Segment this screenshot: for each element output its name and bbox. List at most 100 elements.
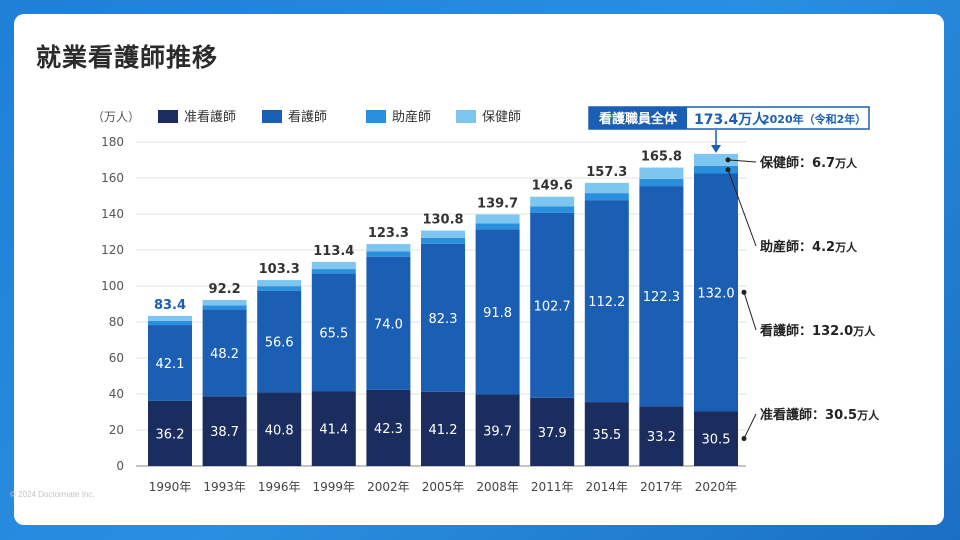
- bar-kango-9: [639, 186, 684, 407]
- bar-label-kango: 122.3: [643, 290, 680, 305]
- bar-label-kango: 91.8: [483, 306, 512, 321]
- total-label: 165.8: [641, 150, 682, 165]
- legend-label-hoken: 保健師: [482, 110, 521, 125]
- bar-label-jun: 33.2: [647, 430, 676, 445]
- x-tick-label: 1990年: [149, 480, 192, 494]
- bars: 36.2 42.1 83.4 1990年 38.7 48.2 92.2 1993年 40.8 56…: [148, 150, 738, 494]
- annotation-value: 132.0: [812, 324, 853, 339]
- bar-kango-3: [311, 273, 356, 392]
- bar-hoken-7: [530, 196, 575, 207]
- bar-label-jun: 30.5: [702, 433, 731, 448]
- x-tick-label: 2005年: [422, 480, 465, 494]
- callout-label-bg: [589, 107, 687, 129]
- annotation-sep: ：: [812, 408, 825, 423]
- bar-josan-3: [311, 269, 356, 274]
- total-label: 149.6: [532, 179, 573, 194]
- legend-swatch-hoken: [456, 110, 476, 123]
- legend: 准看護師 看護師 助産師 保健師: [158, 109, 521, 125]
- legend-label-jun: 准看護師: [184, 109, 236, 125]
- annotation-label-jun: 准看護師：30.5万人: [760, 407, 880, 423]
- annotation-leader-kango: [743, 292, 757, 331]
- bar-label-jun: 41.4: [319, 423, 348, 438]
- bar-label-jun: 36.2: [156, 427, 185, 442]
- bar-hoken-3: [311, 261, 356, 270]
- copyright: © 2024 Doctormate Inc.: [10, 490, 95, 499]
- y-tick-label: 0: [116, 459, 124, 473]
- bar-josan-6: [475, 223, 520, 230]
- y-tick-label: 80: [109, 315, 124, 329]
- bar-jun-3: [311, 391, 356, 466]
- total-label: 157.3: [586, 165, 627, 180]
- annotation-unit: 万人: [852, 324, 876, 338]
- bar-hoken-4: [366, 244, 411, 252]
- bar-hoken-1: [202, 300, 247, 306]
- callout-arrow-head: [711, 145, 721, 153]
- bar-josan-2: [257, 286, 302, 291]
- bar-hoken-10: [694, 153, 738, 166]
- bar-jun-1: [202, 396, 247, 466]
- bar-label-kango: 48.2: [210, 347, 239, 362]
- bar-jun-2: [257, 392, 302, 466]
- x-tick-label: 1993年: [203, 480, 246, 494]
- bar-kango-4: [366, 256, 411, 390]
- bar-jun-6: [475, 394, 520, 466]
- bar-label-kango: 102.7: [534, 299, 571, 314]
- bar-jun-5: [421, 391, 465, 466]
- total-label: 139.7: [477, 197, 518, 212]
- bar-kango-5: [421, 243, 465, 392]
- bar-kango-0: [148, 325, 192, 401]
- total-label: 103.3: [259, 262, 300, 277]
- x-tick-label: 2014年: [586, 480, 629, 494]
- bar-hoken-5: [421, 230, 465, 238]
- bar-hoken-6: [475, 214, 520, 224]
- bar-kango-8: [584, 200, 629, 403]
- x-tick-label: 2011年: [531, 480, 574, 494]
- bar-label-kango: 56.6: [265, 336, 294, 351]
- annotation-sep: ：: [799, 156, 812, 171]
- bar-josan-0: [148, 320, 192, 326]
- total-label: 123.3: [368, 226, 409, 241]
- bar-hoken-2: [257, 280, 302, 287]
- legend-swatch-jun: [158, 110, 178, 123]
- annotation-label-hoken: 保健師：6.7万人: [759, 155, 858, 171]
- bar-label-kango: 65.5: [319, 327, 348, 342]
- bar-josan-7: [530, 206, 575, 213]
- annotation-sep: ：: [799, 240, 812, 255]
- bar-jun-9: [639, 406, 684, 466]
- page-title: 就業看護師推移: [36, 43, 219, 72]
- annotation-name: 助産師: [760, 239, 799, 255]
- annotation-unit: 万人: [856, 408, 880, 422]
- annotation-leader-josan: [727, 169, 757, 247]
- bar-hoken-9: [639, 167, 684, 179]
- bar-kango-7: [530, 212, 575, 398]
- annotation-label-kango: 看護師：132.0万人: [760, 323, 876, 339]
- total-label: 83.4: [154, 298, 186, 313]
- annotation-unit: 万人: [834, 156, 858, 170]
- annotation-value: 6.7: [812, 156, 835, 171]
- bar-label-kango: 112.2: [588, 295, 625, 310]
- legend-label-josan: 助産師: [392, 109, 431, 125]
- annotation-name: 准看護師: [760, 407, 812, 423]
- bar-kango-6: [475, 229, 520, 395]
- bar-label-kango: 132.0: [697, 286, 734, 301]
- y-tick-label: 160: [101, 171, 124, 185]
- bar-kango-10: [694, 173, 738, 412]
- bar-josan-8: [584, 193, 629, 201]
- bar-label-kango: 42.1: [156, 357, 185, 372]
- bar-label-kango: 74.0: [374, 317, 403, 332]
- x-tick-label: 2002年: [367, 480, 410, 494]
- x-tick-label: 2008年: [476, 480, 519, 494]
- total-label: 92.2: [209, 282, 241, 297]
- legend-label-kango: 看護師: [288, 109, 327, 125]
- bar-josan-1: [202, 305, 247, 310]
- bar-label-jun: 41.2: [429, 423, 458, 438]
- bar-josan-5: [421, 237, 465, 244]
- x-tick-label: 2017年: [640, 480, 683, 494]
- annotation-value: 30.5: [825, 408, 857, 423]
- callout-year: 2020年（令和2年）: [762, 112, 866, 126]
- annotation-leader-jun: [743, 413, 757, 439]
- bar-label-jun: 42.3: [374, 422, 403, 437]
- bar-josan-4: [366, 251, 411, 257]
